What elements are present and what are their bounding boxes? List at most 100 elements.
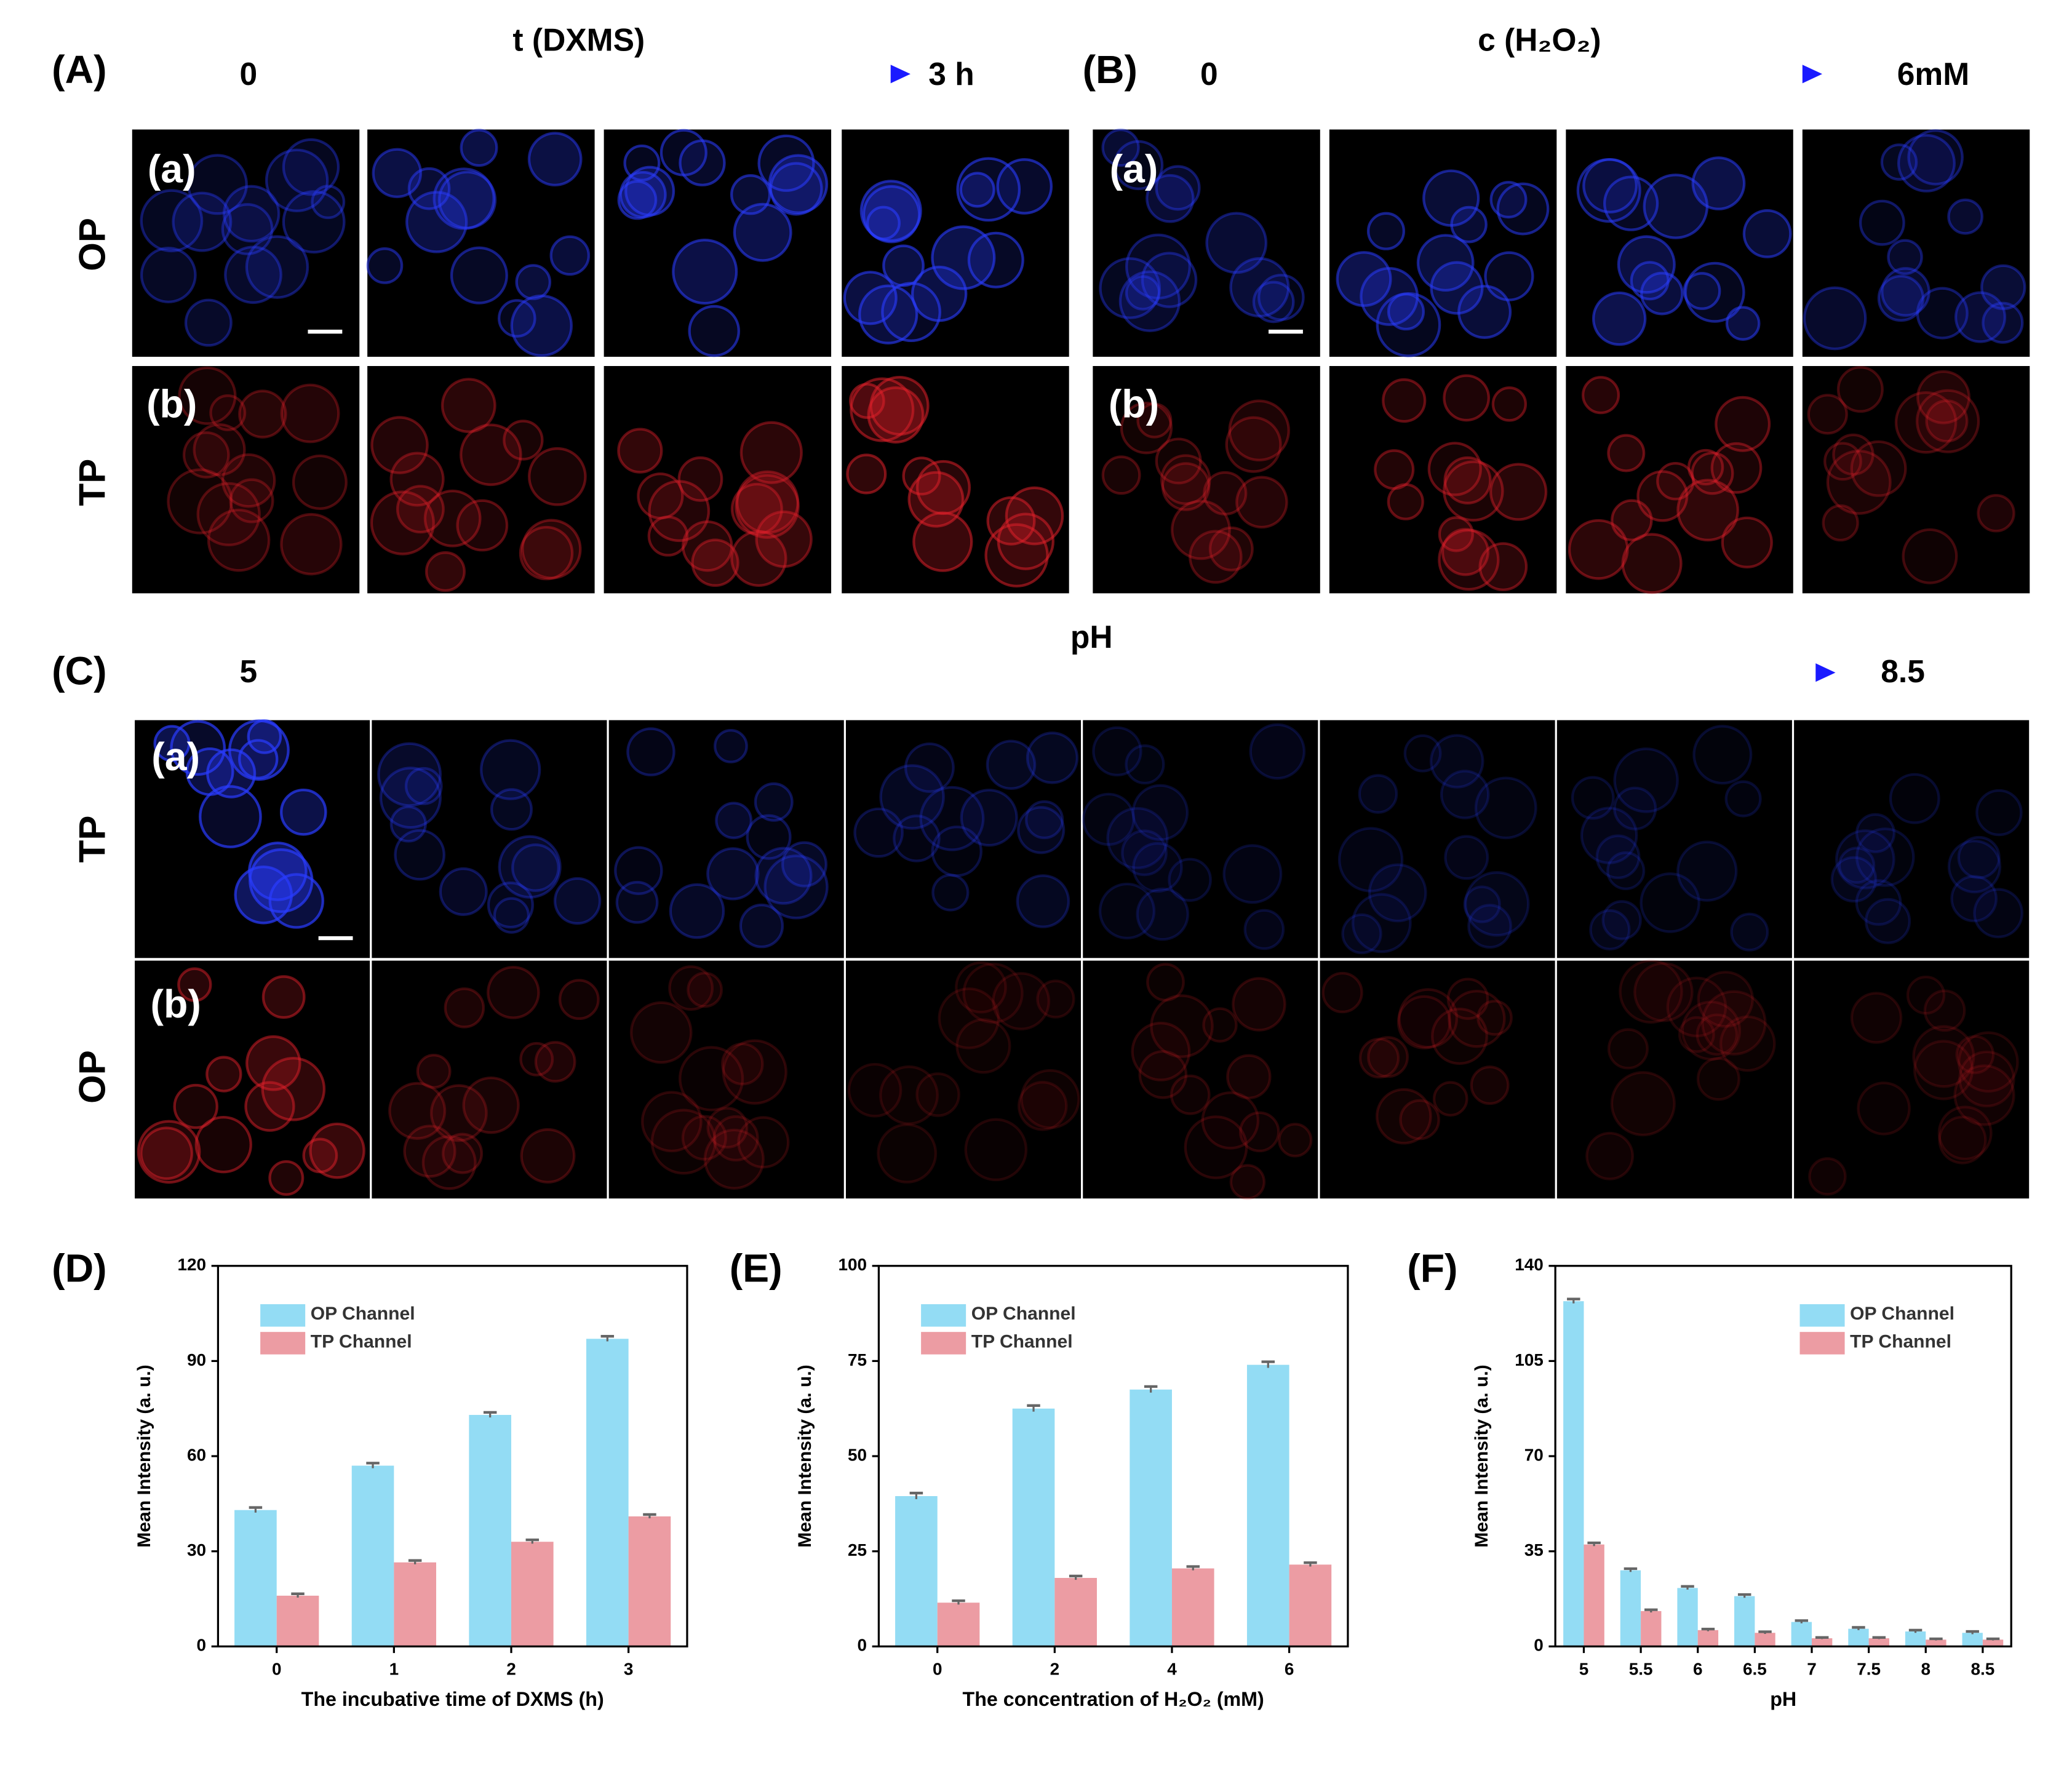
bar	[234, 1510, 277, 1647]
cell	[1606, 851, 1646, 891]
cell	[687, 971, 723, 1008]
cell	[1595, 834, 1641, 880]
cell	[1916, 370, 1970, 424]
y-tick-label: 0	[197, 1636, 207, 1655]
cell	[1601, 900, 1642, 941]
cell	[1902, 528, 1958, 584]
cell	[442, 1133, 484, 1174]
cell	[1228, 399, 1290, 462]
micrograph	[1794, 720, 2030, 958]
cell	[268, 1160, 305, 1196]
x-tick-label: 7.5	[1857, 1659, 1881, 1678]
cell	[1877, 274, 1925, 322]
cell	[1018, 1081, 1068, 1131]
cell	[1208, 526, 1254, 571]
cell	[423, 489, 482, 548]
cell	[1387, 483, 1424, 520]
x-tick-label: 0	[272, 1659, 282, 1678]
cell	[1916, 389, 1980, 453]
cell	[640, 1091, 703, 1153]
y-tick-label: 140	[1515, 1255, 1544, 1274]
cell	[1585, 1131, 1635, 1181]
bar	[895, 1496, 938, 1647]
cell	[615, 880, 659, 924]
cell	[1897, 133, 1956, 193]
legend-swatch	[1799, 1304, 1845, 1327]
cell	[511, 843, 560, 892]
bar	[1734, 1596, 1755, 1647]
cell	[1225, 416, 1282, 473]
bar	[1012, 1408, 1055, 1647]
cell	[1710, 442, 1763, 494]
cell	[1938, 1115, 1987, 1165]
cell	[1368, 863, 1427, 923]
cell	[1691, 156, 1746, 210]
panel-label: (C)	[52, 648, 106, 693]
channel-label: OP	[72, 218, 113, 271]
cell	[1337, 827, 1404, 893]
cell	[1243, 909, 1285, 950]
cell	[196, 482, 261, 546]
range-end: 8.5	[1881, 653, 1925, 689]
cell	[1099, 257, 1162, 319]
bar	[1811, 1638, 1833, 1647]
bar	[351, 1465, 394, 1647]
cell	[403, 1125, 456, 1178]
x-tick-label: 2	[506, 1659, 516, 1678]
bar	[1130, 1389, 1172, 1647]
x-tick-label: 6	[1285, 1659, 1294, 1678]
micrograph	[1566, 129, 1793, 357]
cell	[1205, 212, 1268, 274]
cell	[1913, 1040, 1974, 1101]
cell	[184, 298, 233, 347]
cell	[194, 1115, 252, 1174]
bar	[1584, 1544, 1604, 1647]
range-start: 0	[1200, 56, 1218, 92]
panel-label: (E)	[730, 1246, 783, 1290]
cell	[1098, 882, 1156, 940]
cell	[519, 525, 574, 581]
cell	[1113, 140, 1164, 191]
cell	[1024, 800, 1064, 840]
cell	[1958, 1050, 2015, 1108]
cell	[1826, 449, 1892, 515]
cell	[1448, 989, 1506, 1048]
cell	[1171, 500, 1231, 560]
cell	[1358, 774, 1398, 814]
cell	[444, 987, 485, 1029]
cell	[1613, 747, 1679, 813]
cell	[1132, 842, 1183, 893]
panel-label: (B)	[1083, 47, 1138, 92]
cell	[1160, 454, 1211, 505]
cell	[1226, 1054, 1272, 1100]
cell	[1857, 1081, 1911, 1136]
range-start: 0	[239, 56, 257, 92]
cell	[1429, 734, 1484, 789]
micrograph	[1329, 129, 1557, 357]
panel-label: (A)	[52, 47, 106, 92]
cell	[394, 829, 445, 881]
cell	[247, 719, 282, 754]
cell	[1640, 872, 1700, 933]
plot-frame	[877, 1265, 1349, 1647]
cell	[193, 423, 246, 477]
cell	[173, 1083, 218, 1129]
bar	[1620, 1570, 1641, 1647]
cell	[396, 485, 445, 534]
cell	[437, 170, 497, 229]
y-tick-label: 30	[187, 1540, 206, 1559]
cell	[1232, 977, 1286, 1032]
bar	[1962, 1633, 1983, 1647]
cell	[1581, 376, 1620, 415]
cell	[199, 785, 262, 848]
cell	[460, 423, 522, 487]
legend-swatch	[1799, 1332, 1845, 1355]
cell	[498, 299, 536, 338]
plot-frame	[1554, 1265, 2012, 1647]
x-tick-label: 7	[1807, 1659, 1817, 1678]
bar	[1848, 1628, 1869, 1647]
cell	[733, 202, 792, 262]
cell	[754, 782, 794, 822]
cell	[1610, 1071, 1676, 1137]
cell	[754, 846, 813, 905]
